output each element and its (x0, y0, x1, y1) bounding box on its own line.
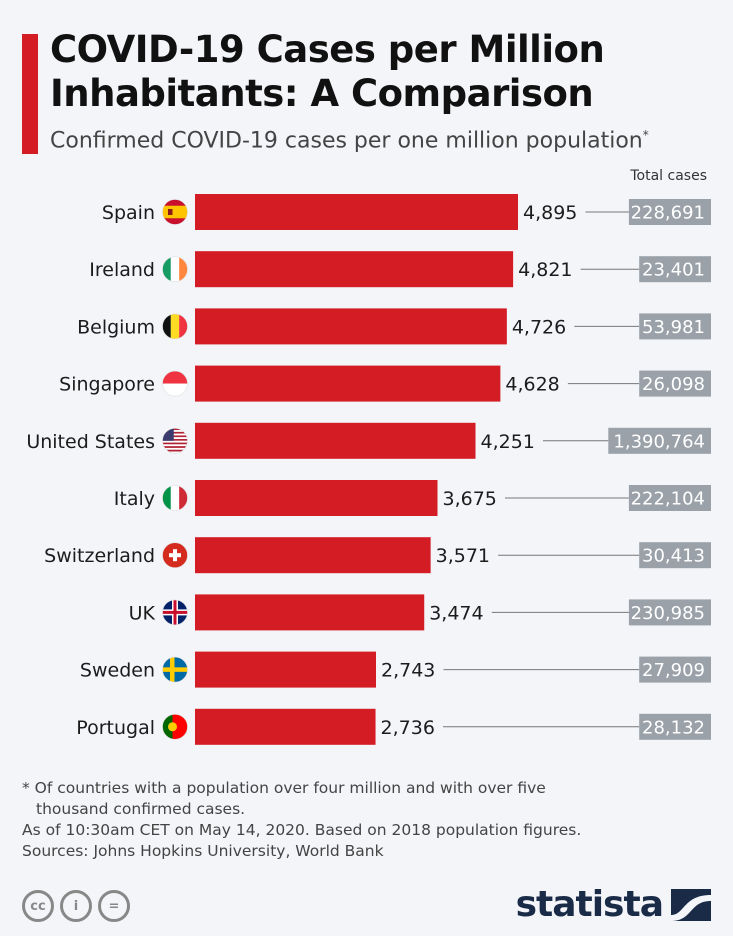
bar (195, 537, 431, 574)
total-cases-label: 228,691 (631, 203, 705, 224)
total-cases-box (628, 485, 711, 511)
total-cases-box (639, 656, 711, 683)
license-icons: cc i = (22, 890, 130, 922)
total-cases-box (628, 199, 711, 225)
subtitle-asterisk: * (642, 128, 649, 142)
value-label: 4,628 (505, 374, 559, 396)
footnote-line-1: * Of countries with a population over fo… (22, 779, 546, 797)
footnotes: * Of countries with a population over fo… (22, 778, 581, 862)
value-label: 2,743 (381, 660, 435, 682)
bar (195, 594, 425, 631)
value-label: 3,675 (442, 488, 496, 510)
statista-logo[interactable]: statista (516, 884, 711, 925)
spain-flag-icon (162, 199, 188, 225)
total-cases-label: 222,104 (631, 489, 705, 510)
as-of-note: As of 10:30am CET on May 14, 2020. Based… (22, 821, 582, 839)
value-label: 4,726 (512, 316, 566, 338)
bar (195, 708, 376, 745)
country-label: United States (26, 431, 155, 453)
title-accent-bar (22, 34, 38, 154)
total-cases-label: 28,132 (642, 717, 705, 738)
country-label: Ireland (89, 259, 155, 281)
italy-flag-icon (162, 485, 188, 511)
statista-mark-icon (671, 888, 711, 921)
country-label: Switzerland (44, 545, 155, 567)
country-label: Belgium (77, 316, 155, 338)
total-cases-box (639, 256, 711, 283)
bar (195, 251, 514, 288)
cc-icon[interactable]: cc (22, 890, 54, 922)
total-cases-box (639, 370, 711, 397)
switzerland-flag-icon (162, 542, 188, 569)
value-label: 2,736 (381, 717, 435, 739)
usa-flag-icon (162, 427, 188, 454)
total-cases-label: 30,413 (642, 546, 705, 567)
ireland-flag-icon (162, 256, 188, 282)
total-cases-label: 27,909 (642, 660, 705, 681)
chart-subtitle: Confirmed COVID-19 cases per one million… (50, 128, 649, 153)
value-label: 4,251 (481, 431, 535, 453)
value-label: 4,895 (523, 202, 577, 224)
total-cases-box (628, 599, 711, 626)
bar (195, 308, 507, 345)
bar (195, 651, 376, 688)
footnote-line-2: thousand confirmed cases. (36, 800, 246, 818)
by-icon[interactable]: i (60, 890, 92, 922)
nd-icon[interactable]: = (98, 890, 130, 922)
sweden-flag-icon (162, 656, 188, 683)
total-cases-label: 23,401 (642, 260, 705, 281)
total-cases-label: 53,981 (642, 317, 705, 338)
total-cases-label: 1,390,764 (613, 431, 705, 452)
title-line-2: Inhabitants: A Comparison (50, 72, 594, 115)
uk-flag-icon (162, 599, 188, 626)
total-cases-box (639, 713, 711, 740)
total-cases-box (608, 427, 711, 454)
brand-name: statista (515, 884, 664, 925)
value-label: 3,571 (436, 545, 490, 567)
value-label: 3,474 (429, 602, 483, 624)
country-label: UK (129, 602, 156, 624)
bar (195, 194, 518, 230)
bar (195, 422, 476, 459)
country-label: Italy (114, 488, 155, 510)
bar (195, 480, 438, 516)
total-cases-box (639, 542, 711, 569)
value-label: 4,821 (518, 259, 572, 281)
bar (195, 365, 501, 402)
sources-note: Sources: Johns Hopkins University, World… (22, 842, 384, 860)
total-cases-header: Total cases (630, 168, 707, 184)
bar-chart: Spain 4,895 228,691 Ireland 4,821 23,401 Belgi… (26, 194, 711, 745)
total-cases-box (639, 313, 711, 340)
country-label: Sweden (80, 660, 155, 682)
total-cases-label: 26,098 (642, 374, 705, 395)
country-label: Singapore (59, 374, 155, 396)
belgium-flag-icon (162, 313, 188, 340)
total-cases-label: 230,985 (631, 603, 705, 624)
title-line-1: COVID-19 Cases per Million (50, 28, 605, 71)
country-label: Portugal (76, 717, 155, 739)
country-label: Spain (102, 202, 155, 224)
chart-title: COVID-19 Cases per Million Inhabitants: … (50, 28, 605, 116)
subtitle-text: Confirmed COVID-19 cases per one million… (50, 128, 643, 154)
singapore-flag-icon (162, 370, 188, 397)
portugal-flag-icon (162, 713, 188, 740)
